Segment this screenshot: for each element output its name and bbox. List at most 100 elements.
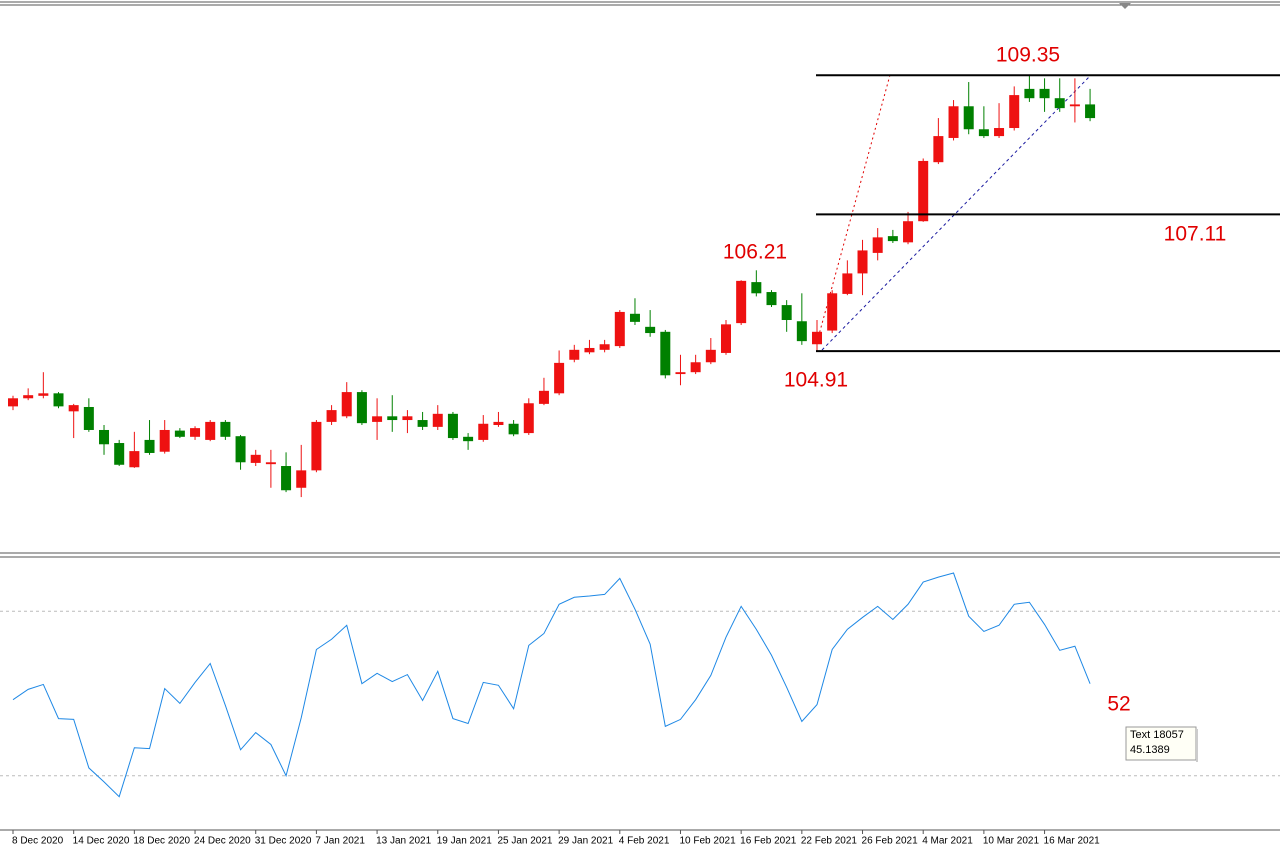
candle-body [220,421,231,437]
candle-body [599,344,610,350]
candle-body [372,416,383,422]
tooltip-box [1125,726,1197,761]
candle-body [675,372,686,375]
candle-body [781,305,792,321]
candle-body [83,406,94,430]
candle-body [341,392,352,417]
candle-body [205,421,216,440]
candle-body [1085,104,1096,119]
candle-body [1054,98,1065,109]
candle-body [690,362,701,373]
x-tick-label: 4 Feb 2021 [619,836,670,847]
indicator-label: 52 [1107,693,1130,716]
candle-body [903,221,914,243]
candle-body [326,410,337,422]
candle-body [250,454,261,463]
x-tick-label: 24 Dec 2020 [194,836,251,847]
candle-body [614,311,625,347]
candle-body [463,436,474,442]
candle-body [751,282,762,294]
candle-body [281,466,292,491]
candle-body [933,136,944,163]
peak-label: 106.21 [723,241,787,264]
candle-body [766,292,777,306]
candle-body [736,280,747,324]
candle-body [114,443,125,465]
candle-body [235,436,246,463]
candle-body [554,362,565,394]
candle-body [159,429,170,452]
candle-body [129,451,140,468]
x-tick-label: 14 Dec 2020 [73,836,130,847]
x-tick-label: 10 Feb 2021 [679,836,736,847]
candle-body [720,324,731,353]
candle-body [447,413,458,439]
candle-body [812,331,823,345]
candle-body [645,326,656,334]
x-tick-label: 31 Dec 2020 [255,836,312,847]
x-tick-label: 25 Jan 2021 [497,836,552,847]
candle-body [99,429,110,445]
candle-body [1024,88,1035,99]
candle-body [144,439,155,453]
candle-body [508,423,519,435]
marks: 8 Dec 2020 14 Dec 2020 18 Dec 2020 24 Dec 2… [0,44,1280,847]
x-tick-label: 19 Jan 2021 [437,836,492,847]
level-label: 109.35 [996,44,1060,67]
candle-body [53,393,64,407]
candle-body [796,321,807,342]
indicator-line [12,572,1091,798]
candle-body [918,160,929,222]
x-tick-label: 16 Mar 2021 [1044,836,1101,847]
candle-body [402,416,413,421]
x-tick-label: 4 Mar 2021 [922,836,973,847]
candle-body [68,405,79,412]
candle-body [705,349,716,363]
trend-line [821,75,1091,351]
candle-body [190,428,201,437]
candle-body [569,349,580,360]
candle-body [660,331,671,376]
x-tick-label: 13 Jan 2021 [376,836,431,847]
candle-body [478,423,489,440]
tooltip-value: 45.1389 [1130,744,1170,756]
candle-body [356,392,367,424]
tooltip-shadow [1196,729,1198,762]
x-tick-label: 8 Dec 2020 [12,836,64,847]
candle-body [1069,104,1080,107]
candle-body [23,395,34,399]
candle-body [994,128,1005,137]
candle-body [387,416,398,421]
x-tick-label: 18 Dec 2020 [133,836,190,847]
x-tick-label: 16 Feb 2021 [740,836,797,847]
candle-body [963,106,974,130]
x-tick-label: 26 Feb 2021 [862,836,919,847]
x-tick-label: 29 Jan 2021 [558,836,613,847]
candle-body [978,129,989,137]
candle-body [584,347,595,353]
candle-body [311,421,322,471]
candle-body [8,398,18,407]
candle-body [827,293,838,331]
candle-body [629,313,640,322]
x-tick-label: 10 Mar 2021 [983,836,1040,847]
candle-body [872,237,883,253]
candle-body [948,106,959,138]
x-tick-label: 7 Jan 2021 [315,836,365,847]
candle-body [174,430,185,437]
candle-body [493,421,504,426]
candle-body [857,250,868,274]
candle-body [432,413,443,427]
scroll-marker [1119,3,1131,9]
candle-body [523,403,534,434]
candle-body [265,462,276,465]
candle-body [296,470,307,488]
tooltip-title: Text 18057 [1130,729,1184,741]
candle-body [842,273,853,294]
level-label: 107.11 [1164,223,1227,246]
x-tick-label: 22 Feb 2021 [801,836,858,847]
candle-body [887,236,898,242]
